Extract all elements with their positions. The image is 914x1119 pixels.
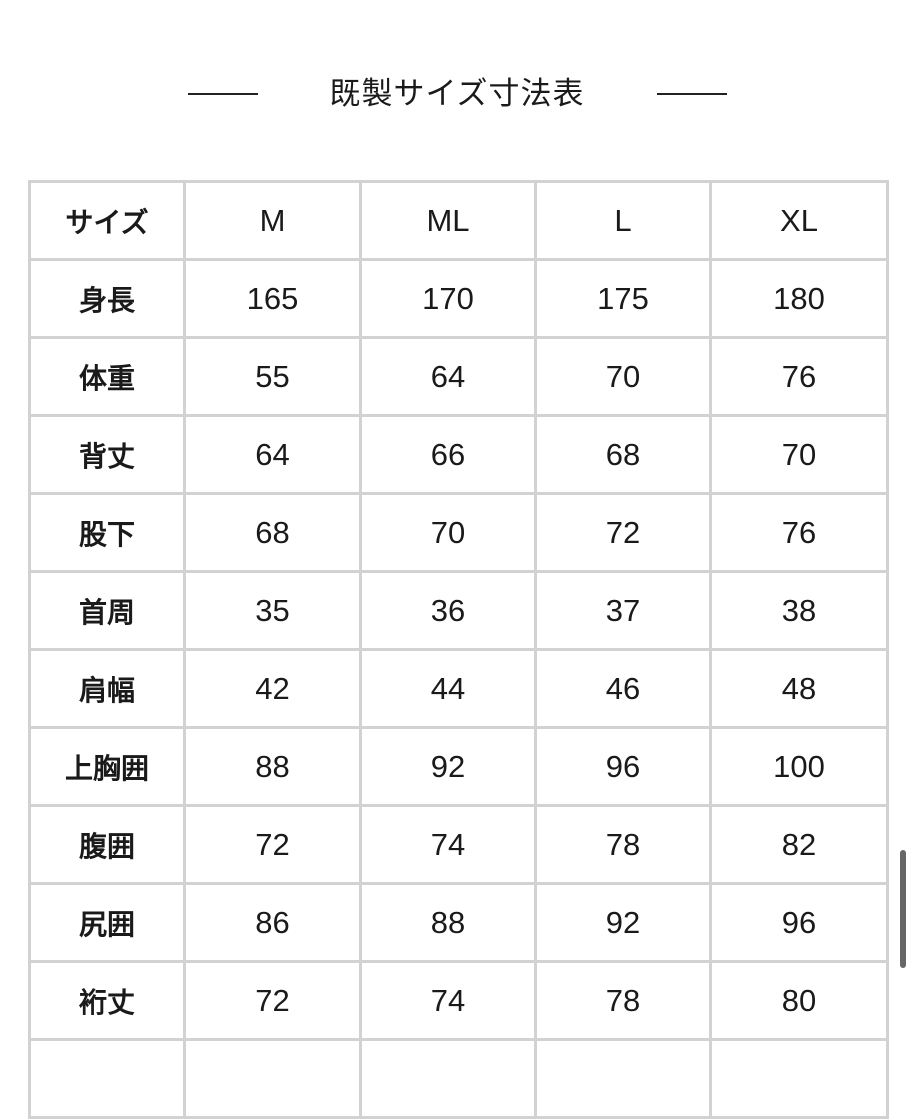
- cell-value: 76: [709, 492, 889, 573]
- cell-value: 170: [359, 258, 537, 339]
- cell-value: 80: [709, 960, 889, 1041]
- cell-value: 96: [709, 882, 889, 963]
- cell-value: 66: [359, 414, 537, 495]
- cell-value: 175: [534, 258, 712, 339]
- title-right-dash: [657, 93, 727, 95]
- cell-empty: [709, 1038, 889, 1119]
- row-label: サイズ: [28, 180, 186, 261]
- title-left-dash: [188, 93, 258, 95]
- cell-value: L: [534, 180, 712, 261]
- cell-value: 72: [534, 492, 712, 573]
- cell-value: 55: [183, 336, 362, 417]
- row-label: 上胸囲: [28, 726, 186, 807]
- row-label: 腹囲: [28, 804, 186, 885]
- table-row: 裄丈 72 74 78 80: [28, 960, 889, 1041]
- page-title: 既製サイズ寸法表: [329, 76, 585, 112]
- cell-value: 96: [534, 726, 712, 807]
- cell-value: 76: [709, 336, 889, 417]
- cell-empty: [183, 1038, 362, 1119]
- cell-empty: [359, 1038, 537, 1119]
- table-row: 首周 35 36 37 38: [28, 570, 889, 651]
- cell-value: 36: [359, 570, 537, 651]
- table-row: 腹囲 72 74 78 82: [28, 804, 889, 885]
- cell-value: 42: [183, 648, 362, 729]
- cell-value: 64: [359, 336, 537, 417]
- header-row: サイズ M ML L XL: [28, 180, 889, 261]
- cell-value: 78: [534, 804, 712, 885]
- cell-value: 70: [534, 336, 712, 417]
- cell-value: 70: [359, 492, 537, 573]
- row-label: 身長: [28, 258, 186, 339]
- row-label: 股下: [28, 492, 186, 573]
- cell-value: 74: [359, 960, 537, 1041]
- cell-value: 68: [183, 492, 362, 573]
- row-label: 首周: [28, 570, 186, 651]
- row-label: 背丈: [28, 414, 186, 495]
- cell-value: 165: [183, 258, 362, 339]
- row-label: 裄丈: [28, 960, 186, 1041]
- table-row: 尻囲 86 88 92 96: [28, 882, 889, 963]
- cell-value: 88: [359, 882, 537, 963]
- row-label: 肩幅: [28, 648, 186, 729]
- cell-value: XL: [709, 180, 889, 261]
- table-row: 身長 165 170 175 180: [28, 258, 889, 339]
- row-label: 体重: [28, 336, 186, 417]
- cell-value: 46: [534, 648, 712, 729]
- cell-value: 100: [709, 726, 889, 807]
- cell-value: 74: [359, 804, 537, 885]
- cell-value: 72: [183, 804, 362, 885]
- cell-value: M: [183, 180, 362, 261]
- table-row: 背丈 64 66 68 70: [28, 414, 889, 495]
- cell-value: 92: [534, 882, 712, 963]
- table-row: 体重 55 64 70 76: [28, 336, 889, 417]
- cell-value: 38: [709, 570, 889, 651]
- cell-value: 88: [183, 726, 362, 807]
- cell-value: 44: [359, 648, 537, 729]
- cell-value: 35: [183, 570, 362, 651]
- cell-value: 68: [534, 414, 712, 495]
- cell-value: 78: [534, 960, 712, 1041]
- cell-empty: [28, 1038, 186, 1119]
- cell-value: 92: [359, 726, 537, 807]
- cell-value: ML: [359, 180, 537, 261]
- table-row: 股下 68 70 72 76: [28, 492, 889, 573]
- cell-value: 48: [709, 648, 889, 729]
- row-label: 尻囲: [28, 882, 186, 963]
- cell-value: 82: [709, 804, 889, 885]
- table-row-partial: [28, 1038, 889, 1119]
- cell-value: 180: [709, 258, 889, 339]
- table-row: 上胸囲 88 92 96 100: [28, 726, 889, 807]
- cell-value: 72: [183, 960, 362, 1041]
- scrollbar[interactable]: [900, 850, 906, 968]
- cell-value: 70: [709, 414, 889, 495]
- cell-empty: [534, 1038, 712, 1119]
- cell-value: 64: [183, 414, 362, 495]
- cell-value: 86: [183, 882, 362, 963]
- cell-value: 37: [534, 570, 712, 651]
- table-row: 肩幅 42 44 46 48: [28, 648, 889, 729]
- size-chart-table: サイズ M ML L XL 身長 165 170 175 180 体重 55 64 70 76 背丈 64 66 6…: [28, 180, 889, 1119]
